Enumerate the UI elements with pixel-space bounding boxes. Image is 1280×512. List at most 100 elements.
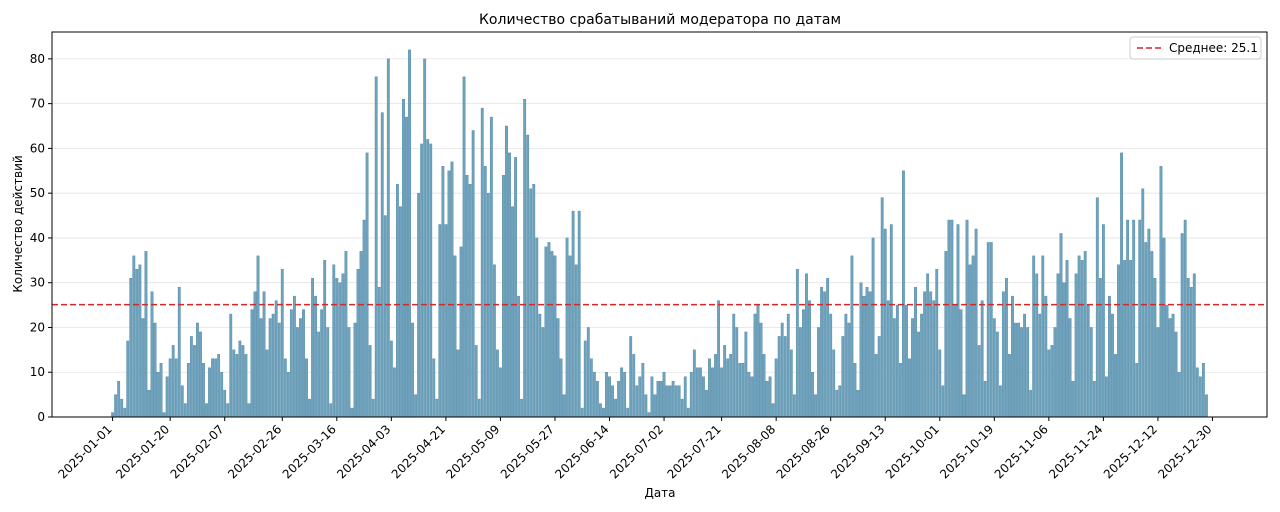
bar: [1150, 251, 1154, 418]
bar: [250, 309, 254, 418]
bar: [274, 300, 278, 418]
bar: [941, 385, 945, 418]
bar: [235, 354, 239, 418]
bar: [632, 354, 636, 418]
bar: [802, 309, 805, 418]
bar: [856, 389, 860, 418]
bar: [141, 318, 145, 418]
bar: [735, 327, 739, 418]
bar: [244, 354, 248, 418]
bar: [111, 412, 115, 418]
bar: [238, 340, 242, 418]
bar: [759, 322, 763, 418]
bar: [777, 336, 781, 418]
bar: [374, 76, 378, 418]
bar: [474, 345, 478, 418]
bar: [526, 134, 530, 418]
bar: [611, 385, 614, 418]
bar: [720, 367, 724, 418]
bar: [780, 322, 784, 418]
bar: [1204, 394, 1208, 418]
bar: [817, 327, 820, 418]
bar: [1159, 166, 1163, 418]
bar: [247, 403, 251, 418]
bar: [944, 251, 948, 418]
bar: [180, 385, 184, 418]
bar: [711, 367, 714, 418]
bar: [1132, 219, 1136, 418]
x-axis-ticks: 2025-01-012025-01-202025-02-072025-02-26…: [55, 417, 1215, 481]
y-tick-label: 30: [30, 276, 45, 290]
x-tick-label: 2025-02-07: [168, 422, 227, 481]
bar: [447, 170, 451, 418]
bar: [132, 255, 136, 418]
bar: [762, 354, 766, 418]
bar: [559, 358, 563, 418]
bar: [120, 398, 124, 418]
bar: [620, 367, 624, 418]
bar: [459, 246, 463, 418]
bar: [726, 358, 730, 418]
bar: [1050, 345, 1054, 418]
bar: [450, 161, 454, 418]
bar: [1147, 228, 1151, 418]
bar: [168, 358, 172, 418]
x-tick-label: 2025-03-16: [280, 422, 339, 481]
bar: [747, 372, 751, 418]
bar: [926, 273, 930, 418]
bar: [150, 291, 154, 418]
bar: [929, 291, 933, 418]
bar: [408, 49, 411, 418]
bar: [732, 313, 736, 418]
bar: [492, 264, 496, 418]
bar: [402, 98, 405, 418]
bar: [898, 363, 902, 418]
bar: [1111, 313, 1114, 418]
x-tick-label: 2025-01-20: [113, 422, 172, 481]
bar: [389, 340, 393, 418]
bar: [311, 278, 314, 418]
bar: [1001, 291, 1005, 418]
bar: [698, 367, 702, 418]
bar: [574, 264, 578, 418]
bar: [341, 273, 345, 418]
bar: [886, 300, 890, 418]
bar: [571, 210, 575, 418]
bar: [1108, 295, 1111, 418]
bar: [1011, 295, 1014, 418]
bar: [335, 278, 339, 418]
bar: [783, 336, 787, 418]
bar: [1123, 260, 1127, 418]
bar: [292, 295, 296, 418]
bar: [644, 394, 648, 418]
y-tick-label: 40: [30, 231, 45, 245]
bar: [126, 340, 130, 418]
bar: [438, 224, 442, 418]
x-tick-label: 2025-08-08: [719, 422, 778, 481]
bar: [738, 363, 742, 418]
bar: [811, 372, 814, 418]
bar: [468, 184, 472, 418]
bar: [986, 242, 990, 418]
bar: [371, 398, 375, 418]
bar: [344, 251, 348, 418]
bar: [568, 255, 572, 418]
bar: [692, 349, 696, 418]
bar: [1062, 282, 1066, 418]
x-tick-label: 2025-11-06: [992, 422, 1051, 481]
bar: [741, 363, 745, 418]
bar: [865, 286, 869, 418]
bar: [356, 269, 360, 418]
bar: [117, 380, 121, 418]
bar: [347, 327, 351, 418]
bar: [659, 380, 663, 418]
bar: [656, 380, 660, 418]
bar: [135, 269, 139, 418]
legend-mean-label: Среднее: 25.1: [1169, 41, 1258, 55]
bar: [165, 376, 169, 418]
bar: [989, 242, 993, 418]
bar: [992, 318, 996, 418]
bar: [495, 349, 499, 418]
bar: [1135, 363, 1139, 418]
plot-frame: [51, 31, 1268, 418]
